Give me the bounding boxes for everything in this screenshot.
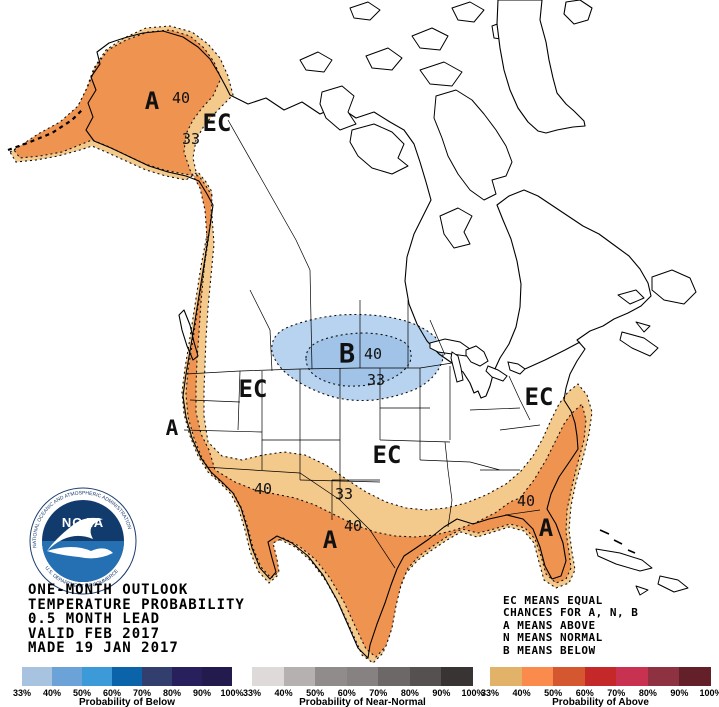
legend-tick-label: 90% [432,688,451,698]
legend-caption: Probability of Above [552,697,649,707]
legend-color-segment [409,667,442,686]
legend-tick-label: 70% [607,688,626,698]
legend-tick-label: 60% [575,688,594,698]
legend-color-segment [52,667,82,686]
legend-tick-label: 50% [544,688,563,698]
state-boundaries [183,119,541,569]
title-block-line: TEMPERATURE PROBABILITY [28,596,245,613]
legend-color-segment [679,667,712,686]
title-block-line: 0.5 MONTH LEAD [28,611,161,628]
legend-tick-label: 33% [12,688,32,698]
legend-tick-label: 100% [220,688,244,698]
legend-ticks: 33% 40% 50% 60% 70% 80% 90% 100% [481,688,719,698]
map-label-a: A [538,514,554,542]
legend-tick-label: 40% [512,688,531,698]
key-block-line: A MEANS ABOVE [503,618,596,632]
legend-tick-label: 80% [400,688,419,698]
legend-colorbar [22,667,232,686]
map-label-ec: EC [372,441,402,469]
legend-colorbar [490,667,712,686]
legend-tick-label: 90% [670,688,689,698]
caribbean-islands [595,529,689,596]
legend-color-segment [202,667,232,686]
legend-ticks: 33% 40% 50% 60% 70% 80% 90% 100% [13,688,244,698]
legend-tick-label: 70% [132,688,152,698]
legend-tick-label: 70% [369,688,388,698]
map-label-40: 40 [343,517,363,535]
map-label-ec: EC [524,383,554,411]
map-label-b: B [338,338,356,370]
legend-tick-label: 80% [638,688,657,698]
legend-tick-label: 50% [306,688,325,698]
map-label-ec: EC [238,375,268,403]
map-label-a: A [322,526,338,554]
key-block-line: CHANCES FOR A, N, B [503,606,639,620]
legend-color-segment [584,667,617,686]
key-block-line: EC MEANS EQUAL [503,594,603,607]
legend-color-segment [441,667,474,686]
legend-color-segment [172,667,202,686]
map-label-33: 33 [181,130,201,148]
noaa-wordmark: NOAA [62,515,104,530]
map-label-ec: EC [202,109,232,137]
title-block-line: VALID FEB 2017 [28,625,161,642]
map-label-a: A [144,87,160,115]
legend-tick-label: 33% [242,688,262,698]
legend-color-segment [142,667,172,686]
map-label-a: A [165,416,179,440]
title-block-line: ONE-MONTH OUTLOOK [28,582,189,598]
legend-tick-label: 33% [480,688,500,698]
legend-tick-label: 40% [274,688,293,698]
legend-tick-label: 50% [72,688,92,698]
noaa-bird-icon [47,517,103,551]
legend-tick-label: 60% [337,688,356,698]
key-block-line: B MEANS BELOW [503,643,596,657]
legend-color-segment [112,667,142,686]
title-block: ONE-MONTH OUTLOOK TEMPERATURE PROBABILITY… [28,583,245,656]
legend-tick-label: 100% [461,688,485,698]
noaa-logo: NOAA NATIONAL OCEANIC AND ATMOSPHERIC AD… [29,487,137,595]
legend-tick-label: 100% [699,688,719,698]
legend-tick-label: 90% [192,688,212,698]
legend-colorbar [252,667,474,686]
atlantic-islands [617,269,697,357]
legend-color-segment [346,667,379,686]
legend-color-segment [252,667,284,686]
legend-caption: Probability of Near-Normal [299,697,426,707]
map-label-33: 33 [366,371,386,389]
legend-color-segment [22,667,52,686]
legend-color-segment [647,667,680,686]
map-label-33: 33 [334,485,354,503]
title-block-line: MADE 19 JAN 2017 [28,640,179,657]
above-normal-region-40 [13,29,587,658]
arctic-islands [299,1,519,249]
mainland-coastline [85,30,652,659]
legend-color-segment [315,667,347,686]
legend-color-segment [378,667,410,686]
legend-color-segment [283,667,316,686]
greenland [496,0,593,134]
map-label-40: 40 [363,345,383,363]
below-normal-region-40 [305,332,412,387]
legend-tick-label: 60% [102,688,122,698]
legend-tick-label: 80% [162,688,182,698]
legend-ticks: 33% 40% 50% 60% 70% 80% 90% 100% [243,688,485,698]
key-block-line: N MEANS NORMAL [503,631,603,645]
legend-color-segment [616,667,648,686]
legend-color-segment [521,667,554,686]
legend-color-segment [490,667,522,686]
map-label-40: 40 [253,480,273,498]
legend-color-segment [82,667,112,686]
map-label-40: 40 [516,492,536,510]
legend-caption: Probability of Below [78,697,176,707]
legend-tick-label: 40% [42,688,62,698]
great-lakes [429,338,526,383]
legend-color-segment [553,667,585,686]
map-label-40: 40 [171,89,191,107]
